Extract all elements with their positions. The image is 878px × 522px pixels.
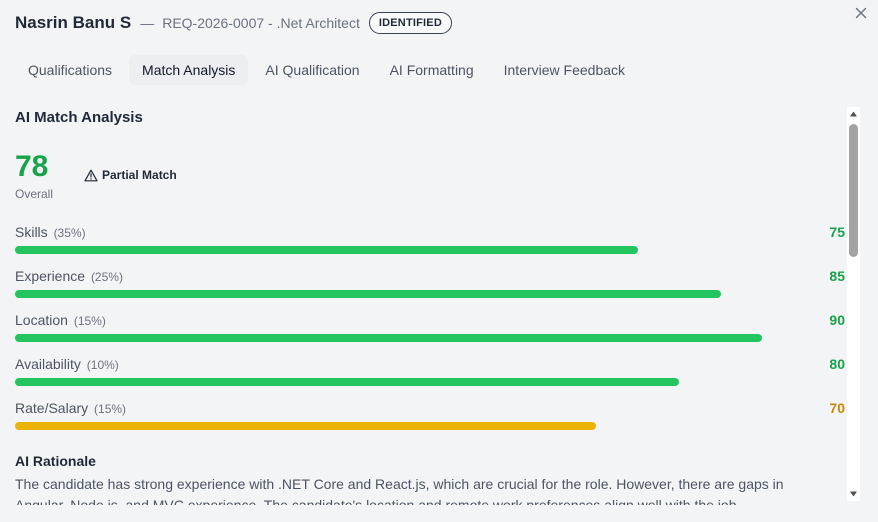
criterion-name: Location	[15, 312, 68, 328]
criterion-label: Rate/Salary (15%)	[15, 400, 126, 416]
tab-ai-formatting[interactable]: AI Formatting	[389, 62, 474, 78]
title-separator: —	[140, 15, 155, 31]
criterion-score: 85	[829, 268, 845, 284]
criterion-label: Experience (25%)	[15, 268, 123, 284]
criterion-row: Skills (35%) 75	[15, 224, 845, 254]
criterion-weight: (15%)	[94, 402, 127, 416]
criterion-row: Location (15%) 90	[15, 312, 845, 342]
criterion-weight: (10%)	[86, 358, 119, 372]
criterion-name: Availability	[15, 356, 81, 372]
scroll-up-arrow-icon[interactable]	[849, 110, 858, 118]
score-bar-track	[15, 290, 845, 298]
section-title: AI Match Analysis	[15, 109, 143, 126]
score-bar-track	[15, 246, 845, 254]
criterion-row: Experience (25%) 85	[15, 268, 845, 298]
rationale-title: AI Rationale	[15, 453, 96, 469]
score-bar-fill	[15, 378, 679, 386]
criterion-weight: (15%)	[73, 314, 106, 328]
scrollbar-thumb[interactable]	[849, 124, 858, 257]
criterion-row: Rate/Salary (15%) 70	[15, 400, 845, 430]
score-bar-fill	[15, 290, 721, 298]
criterion-weight: (35%)	[53, 226, 86, 240]
tab-match-analysis[interactable]: Match Analysis	[129, 55, 249, 85]
score-bar-fill	[15, 334, 762, 342]
match-analysis-panel: AI Match Analysis 78 Overall Partial Mat…	[0, 100, 845, 505]
candidate-name: Nasrin Banu S	[15, 13, 132, 32]
score-bar-fill	[15, 422, 596, 430]
criterion-score: 90	[829, 312, 845, 328]
tab-qualifications[interactable]: Qualifications	[28, 62, 113, 78]
requisition-title: REQ-2026-0007 - .Net Architect	[162, 15, 360, 31]
tab-interview-feedback[interactable]: Interview Feedback	[503, 62, 626, 78]
criterion-row: Availability (10%) 80	[15, 356, 845, 386]
criterion-label: Availability (10%)	[15, 356, 119, 372]
score-bar-track	[15, 422, 845, 430]
criterion-name: Experience	[15, 268, 86, 284]
tab-bar: Qualifications Match Analysis AI Qualifi…	[15, 55, 642, 85]
criterion-name: Rate/Salary	[15, 400, 89, 416]
vertical-scrollbar[interactable]	[847, 107, 860, 501]
criterion-name: Skills	[15, 224, 48, 240]
warning-triangle-icon	[84, 169, 98, 181]
modal-header: Nasrin Banu S — REQ-2026-0007 - .Net Arc…	[15, 11, 452, 35]
criterion-score: 80	[829, 356, 845, 372]
score-bar-fill	[15, 246, 638, 254]
status-badge: IDENTIFIED	[368, 12, 452, 34]
overall-score: 78	[15, 150, 49, 183]
close-button[interactable]	[853, 5, 869, 21]
score-bar-track	[15, 378, 845, 386]
match-label: Partial Match	[102, 168, 177, 182]
criterion-label: Skills (35%)	[15, 224, 86, 240]
scroll-down-arrow-icon[interactable]	[849, 490, 858, 498]
match-status: Partial Match	[84, 168, 177, 182]
criterion-weight: (25%)	[90, 270, 123, 284]
close-icon[interactable]	[853, 5, 869, 21]
rationale-text: The candidate has strong experience with…	[15, 476, 784, 505]
criterion-score: 70	[829, 400, 845, 416]
criterion-label: Location (15%)	[15, 312, 106, 328]
criterion-score: 75	[829, 224, 845, 240]
overall-label: Overall	[15, 187, 54, 201]
score-bar-track	[15, 334, 845, 342]
tab-ai-qualification[interactable]: AI Qualification	[265, 62, 360, 78]
